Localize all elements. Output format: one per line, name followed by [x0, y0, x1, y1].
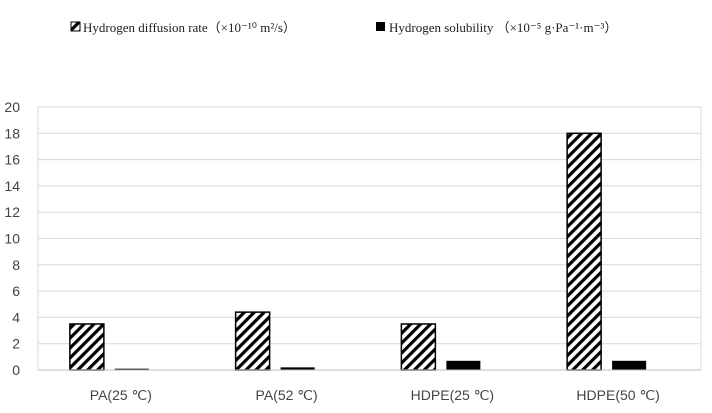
bar-solubility: [446, 360, 481, 370]
bar-solubility: [280, 367, 315, 370]
x-category-label: HDPE(25 ℃): [411, 387, 494, 403]
bar-diffusion-rate: [400, 323, 437, 371]
bar-solubility: [114, 368, 149, 370]
bar-solubility: [612, 360, 647, 370]
bar-diffusion-rate: [234, 311, 271, 371]
y-tick-label: 14: [4, 178, 20, 194]
x-category-label: PA(52 ℃): [256, 387, 318, 403]
legend-label-solubility: Hydrogen solubility （×10⁻⁵ g·Pa⁻¹·m⁻³）: [389, 20, 617, 35]
x-axis-labels: PA(25 ℃) PA(52 ℃) HDPE(25 ℃) HDPE(50 ℃): [90, 387, 660, 403]
legend-swatch-solubility: [376, 22, 385, 31]
y-tick-label: 16: [4, 152, 20, 168]
legend-item-solubility: Hydrogen solubility （×10⁻⁵ g·Pa⁻¹·m⁻³）: [376, 20, 617, 35]
x-category-label: HDPE(50 ℃): [576, 387, 659, 403]
y-tick-label: 2: [12, 336, 20, 352]
y-tick-label: 8: [12, 257, 20, 273]
legend: Hydrogen diffusion rate（×10⁻¹⁰ m²/s） Hyd…: [70, 20, 617, 35]
y-tick-label: 4: [12, 309, 20, 325]
legend-label-diffusion: Hydrogen diffusion rate（×10⁻¹⁰ m²/s）: [83, 20, 296, 35]
y-axis-ticks: 0 2 4 6 8 10 12 14 16 18 20: [4, 99, 20, 378]
legend-item-diffusion: Hydrogen diffusion rate（×10⁻¹⁰ m²/s）: [70, 20, 296, 35]
bar-diffusion-rate: [69, 323, 105, 371]
y-tick-label: 12: [4, 204, 20, 220]
y-tick-label: 10: [4, 231, 20, 247]
bars: [69, 132, 647, 371]
y-tick-label: 6: [12, 283, 20, 299]
bar-diffusion-rate: [566, 132, 602, 371]
y-tick-label: 18: [4, 125, 20, 141]
legend-swatch-diffusion: [70, 21, 81, 32]
y-tick-label: 20: [4, 99, 20, 115]
y-tick-label: 0: [12, 362, 20, 378]
x-category-label: PA(25 ℃): [90, 387, 152, 403]
